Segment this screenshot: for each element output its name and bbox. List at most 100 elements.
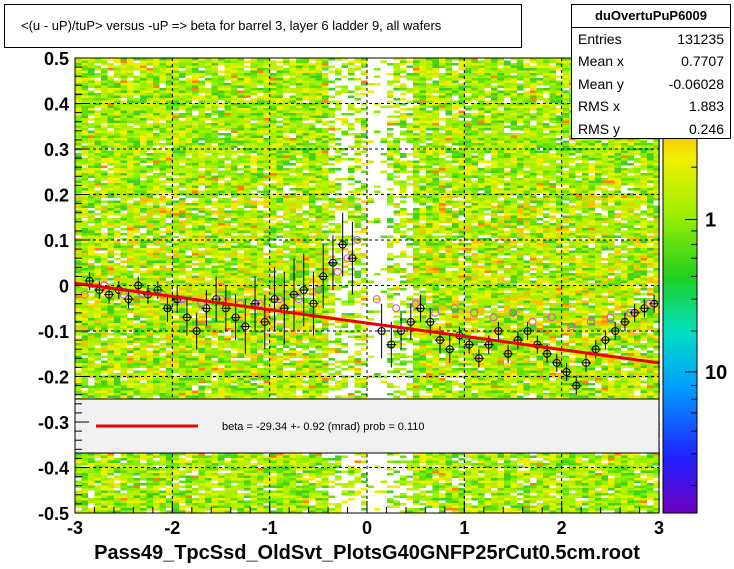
heatmap-cell [94, 505, 101, 508]
heatmap-cell [166, 213, 173, 216]
heatmap-cell [231, 135, 238, 138]
heatmap-cell [205, 113, 212, 116]
heatmap-cell [185, 233, 192, 236]
heatmap-cell [133, 143, 140, 146]
heatmap-cell [127, 470, 134, 473]
heatmap-cell [172, 93, 179, 96]
heatmap-cell [211, 310, 218, 313]
heatmap-cell [133, 508, 140, 511]
heatmap-cell [244, 268, 251, 271]
heatmap-cell [159, 205, 166, 208]
heatmap-cell [211, 85, 218, 88]
heatmap-cell [192, 255, 199, 258]
heatmap-cell [153, 65, 160, 68]
heatmap-cell [250, 255, 257, 258]
heatmap-cell [127, 233, 134, 236]
heatmap-cell [211, 83, 218, 86]
heatmap-cell [218, 320, 225, 323]
heatmap-cell [224, 183, 231, 186]
heatmap-cell [127, 373, 134, 376]
heatmap-cell [140, 395, 147, 398]
heatmap-cell [140, 390, 147, 393]
heatmap-cell [198, 463, 205, 466]
heatmap-cell [231, 58, 238, 61]
heatmap-cell [192, 328, 199, 331]
heatmap-cell [94, 293, 101, 296]
heatmap-cell [114, 353, 121, 356]
heatmap-cell [231, 503, 238, 506]
heatmap-cell [192, 488, 199, 491]
heatmap-cell [198, 475, 205, 478]
heatmap-cell [94, 73, 101, 76]
heatmap-cell [198, 158, 205, 161]
heatmap-cell [263, 498, 270, 501]
heatmap-cell [75, 225, 82, 228]
heatmap-cell [192, 218, 199, 221]
heatmap-cell [146, 88, 153, 91]
heatmap-cell [166, 270, 173, 273]
heatmap-cell [257, 103, 264, 106]
heatmap-cell [211, 328, 218, 331]
heatmap-cell [244, 73, 251, 76]
heatmap-cell [75, 240, 82, 243]
heatmap-cell [166, 80, 173, 83]
heatmap-cell [237, 478, 244, 481]
heatmap-cell [185, 280, 192, 283]
heatmap-cell [185, 158, 192, 161]
heatmap-cell [75, 333, 82, 336]
heatmap-cell [263, 128, 270, 131]
heatmap-cell [75, 155, 82, 158]
heatmap-cell [81, 128, 88, 131]
heatmap-cell [114, 70, 121, 73]
heatmap-cell [224, 103, 231, 106]
heatmap-cell [179, 265, 186, 268]
heatmap-cell [257, 470, 264, 473]
heatmap-cell [88, 453, 95, 456]
heatmap-cell [166, 343, 173, 346]
heatmap-cell [172, 193, 179, 196]
heatmap-cell [94, 145, 101, 148]
heatmap-cell [133, 263, 140, 266]
heatmap-cell [140, 493, 147, 496]
heatmap-cell [107, 235, 114, 238]
heatmap-cell [88, 325, 95, 328]
heatmap-cell [81, 290, 88, 293]
heatmap-cell [159, 213, 166, 216]
heatmap-cell [94, 343, 101, 346]
heatmap-cell [179, 300, 186, 303]
heatmap-cell [250, 258, 257, 261]
heatmap-cell [231, 178, 238, 181]
heatmap-cell [75, 118, 82, 121]
heatmap-cell [211, 170, 218, 173]
heatmap-cell [140, 365, 147, 368]
heatmap-cell [237, 180, 244, 183]
heatmap-cell [257, 148, 264, 151]
heatmap-cell [75, 328, 82, 331]
heatmap-cell [166, 245, 173, 248]
heatmap-cell [211, 120, 218, 123]
heatmap-cell [185, 85, 192, 88]
heatmap-cell [107, 230, 114, 233]
heatmap-cell [127, 75, 134, 78]
heatmap-cell [205, 360, 212, 363]
heatmap-cell [81, 273, 88, 276]
heatmap-cell [237, 363, 244, 366]
heatmap-cell [179, 60, 186, 63]
heatmap-cell [81, 118, 88, 121]
heatmap-cell [140, 238, 147, 241]
heatmap-cell [114, 125, 121, 128]
heatmap-cell [81, 313, 88, 316]
heatmap-cell [88, 273, 95, 276]
heatmap-cell [218, 220, 225, 223]
heatmap-cell [198, 233, 205, 236]
heatmap-cell [101, 315, 108, 318]
heatmap-cell [120, 338, 127, 341]
heatmap-cell [244, 333, 251, 336]
heatmap-cell [81, 215, 88, 218]
heatmap-cell [237, 298, 244, 301]
heatmap-cell [270, 140, 277, 143]
heatmap-cell [114, 280, 121, 283]
heatmap-cell [127, 178, 134, 181]
heatmap-cell [94, 340, 101, 343]
heatmap-cell [224, 380, 231, 383]
